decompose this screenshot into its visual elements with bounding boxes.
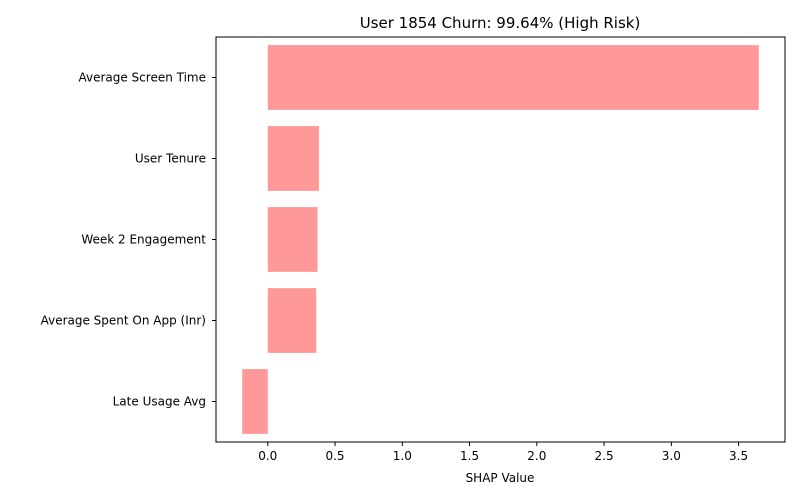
x-tick-label: 0.0 (258, 449, 277, 463)
x-tick-label: 2.5 (595, 449, 614, 463)
y-tick-label: User Tenure (135, 152, 206, 166)
x-tick-label: 3.0 (662, 449, 681, 463)
plot-frame (215, 36, 786, 443)
x-axis-label: SHAP Value (466, 471, 535, 485)
y-tick-label: Late Usage Avg (113, 395, 206, 409)
bars-group (242, 45, 759, 434)
bar-0 (267, 45, 759, 110)
bar-1 (267, 126, 319, 191)
chart-title: User 1854 Churn: 99.64% (High Risk) (360, 14, 641, 32)
x-tick-label: 2.0 (527, 449, 546, 463)
x-axis-ticks: 0.0 0.5 1.0 1.5 2.0 2.5 3.0 3.5 (258, 442, 748, 463)
bar-2 (267, 207, 318, 272)
x-tick-label: 1.5 (460, 449, 479, 463)
y-tick-label: Average Screen Time (78, 71, 206, 85)
x-tick-label: 3.5 (729, 449, 748, 463)
x-tick-label: 1.0 (393, 449, 412, 463)
x-tick-label: 0.5 (325, 449, 344, 463)
bar-4 (242, 369, 268, 434)
bar-3 (267, 288, 317, 353)
y-tick-label: Average Spent On App (Inr) (41, 314, 206, 328)
y-tick-label: Week 2 Engagement (81, 233, 206, 247)
y-axis-ticks: Average Screen Time User Tenure Week 2 Eng… (41, 71, 216, 409)
